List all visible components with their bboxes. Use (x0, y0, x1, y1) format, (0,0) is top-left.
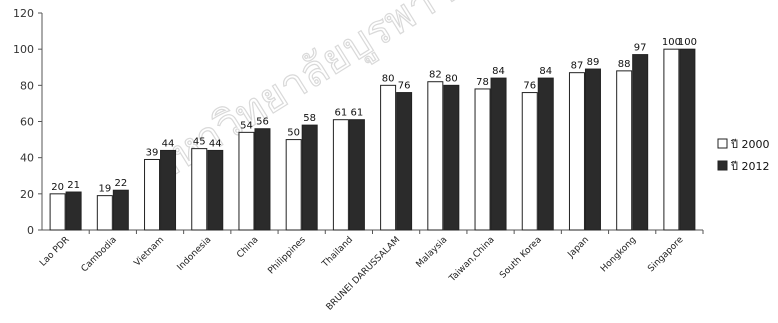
x-tick-label: China (235, 235, 260, 260)
data-label: 21 (67, 180, 80, 191)
bar-2000 (49, 193, 66, 231)
data-label: 76 (523, 81, 536, 92)
y-tick-label: 80 (20, 79, 34, 92)
y-tick-label: 0 (27, 224, 34, 237)
data-label: 89 (587, 57, 600, 68)
bar-2000 (568, 72, 585, 231)
data-label: 100 (662, 37, 681, 48)
legend-label: ปี 2000 (730, 138, 770, 151)
x-tick-label: Vietnam (133, 235, 167, 269)
bar-2000 (96, 195, 113, 231)
bar-2012 (679, 48, 696, 231)
data-label: 20 (51, 182, 64, 193)
bar-2012 (65, 191, 82, 231)
bar-2012 (301, 124, 318, 231)
data-label: 45 (193, 137, 206, 148)
x-tick-label: Indonesia (176, 235, 214, 273)
bar-2000 (191, 148, 208, 231)
x-tick-label: Malaysia (415, 235, 450, 270)
bar-2012 (254, 128, 271, 231)
legend-swatch-2012 (717, 160, 728, 171)
bar-2000 (380, 84, 397, 231)
bar-2012 (160, 149, 177, 231)
bars (49, 48, 696, 231)
data-label: 84 (492, 66, 505, 77)
bar-2012 (443, 84, 460, 231)
data-label: 58 (303, 113, 316, 124)
data-label: 88 (618, 59, 631, 70)
x-tick-label: Thailand (320, 235, 355, 270)
x-tick-label: Taiwan,China (447, 235, 497, 285)
x-tick-label: Hongkong (599, 235, 638, 274)
x-tick-label: Singapore (646, 235, 686, 275)
x-tick-label: Cambodia (80, 235, 119, 274)
data-label: 54 (240, 120, 253, 131)
bar-2012 (632, 54, 649, 231)
data-label: 39 (146, 147, 159, 158)
bar-2012 (348, 119, 365, 231)
bar-2012 (537, 77, 554, 231)
bar-2000 (238, 131, 255, 231)
bar-2000 (663, 48, 680, 231)
data-label: 84 (539, 66, 552, 77)
data-label: 44 (209, 138, 222, 149)
data-label: 61 (335, 108, 348, 119)
x-tick-label: Lao PDR (38, 235, 72, 269)
data-label: 50 (287, 128, 300, 139)
bar-2000 (144, 158, 161, 231)
bar-2000 (285, 139, 302, 231)
data-label: 44 (162, 138, 175, 149)
data-label: 80 (445, 73, 458, 84)
data-label: 97 (634, 43, 647, 54)
bar-2012 (112, 189, 129, 231)
bar-2012 (396, 92, 413, 231)
data-label: 80 (382, 73, 395, 84)
data-label: 78 (476, 77, 489, 88)
data-label: 100 (678, 37, 697, 48)
y-tick-label: 20 (20, 188, 34, 201)
data-label: 87 (571, 61, 584, 72)
x-tick-label: Japan (566, 235, 592, 261)
y-tick-label: 40 (20, 152, 34, 165)
legend-swatch-2000 (717, 138, 728, 149)
legend: ปี 2000 ปี 2012 (717, 138, 770, 173)
y-tick-label: 100 (13, 43, 34, 56)
x-tick-label: South Korea (498, 235, 544, 281)
bar-2012 (584, 68, 601, 231)
data-label: 22 (114, 178, 127, 189)
y-tick-label: 60 (20, 116, 34, 129)
bar-2012 (490, 77, 507, 231)
data-label: 61 (351, 108, 364, 119)
bar-2000 (474, 88, 491, 231)
y-tick-label: 120 (13, 7, 34, 20)
data-label: 19 (98, 184, 111, 195)
data-label: 76 (398, 81, 411, 92)
data-label: 56 (256, 117, 269, 128)
bar-2012 (207, 149, 224, 231)
x-tick-label: Philippines (266, 235, 308, 277)
legend-label: ปี 2012 (730, 160, 770, 173)
data-label: 82 (429, 70, 442, 81)
bar-2000 (332, 119, 349, 231)
bar-2000 (427, 81, 444, 231)
bar-2000 (616, 70, 633, 231)
bar-2000 (521, 92, 538, 231)
